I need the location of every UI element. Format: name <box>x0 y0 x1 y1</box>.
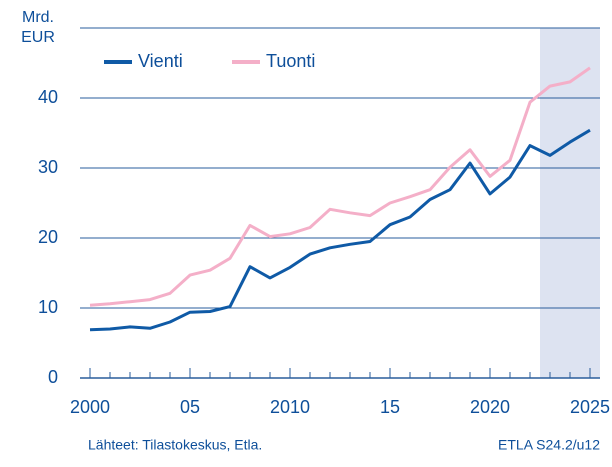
y-axis-label: Mrd. <box>22 9 54 26</box>
x-tick-label: 2000 <box>70 397 110 417</box>
y-tick-label: 30 <box>38 157 58 177</box>
series-line <box>89 66 591 307</box>
source: Lähteet: Tilastokeskus, Etla. <box>88 437 262 453</box>
x-tick-label: 15 <box>380 397 400 417</box>
series-line <box>89 128 591 332</box>
y-axis-label: EUR <box>21 29 55 46</box>
y-tick-label: 40 <box>38 87 58 107</box>
x-tick-label: 2010 <box>270 397 310 417</box>
x-tick-label: 2020 <box>470 397 510 417</box>
y-tick-label: 20 <box>38 227 58 247</box>
x-tick-label: 05 <box>180 397 200 417</box>
legend-label: Tuonti <box>266 51 315 71</box>
x-tick-label: 2025 <box>570 397 610 417</box>
y-tick-label: 0 <box>48 367 58 387</box>
chart-code: ETLA S24.2/u12 <box>498 437 600 453</box>
legend-label: Vienti <box>138 51 183 71</box>
y-tick-label: 10 <box>38 297 58 317</box>
